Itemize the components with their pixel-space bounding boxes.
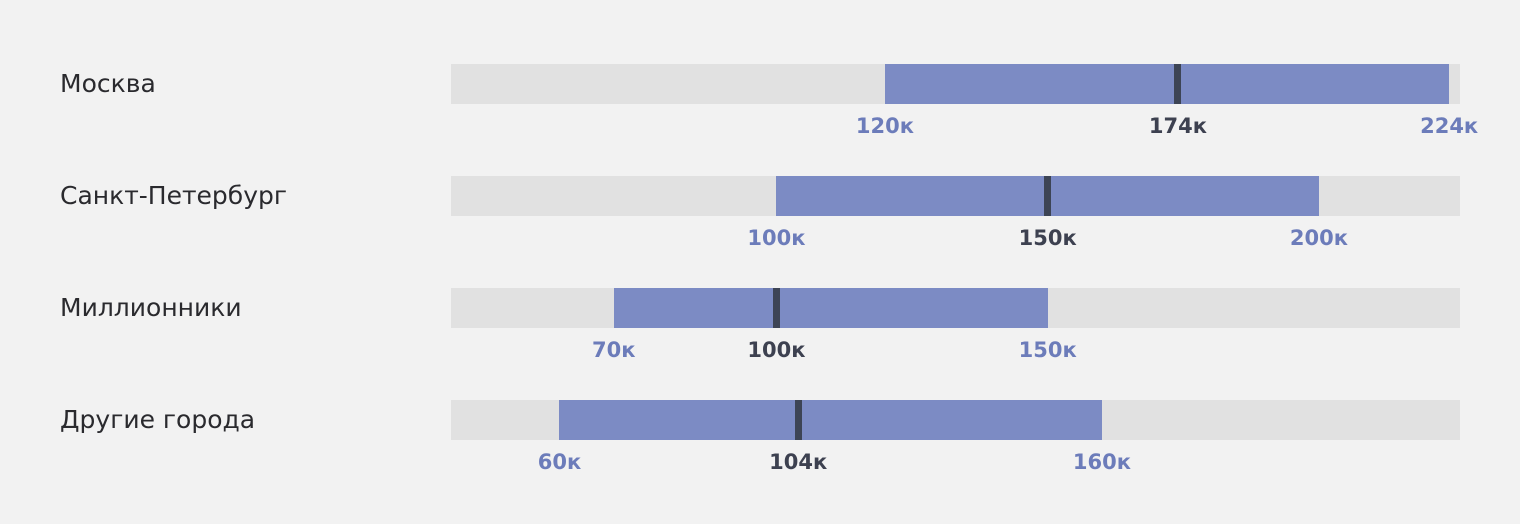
- row-label: Другие города: [60, 405, 256, 434]
- bar-track: [451, 64, 1460, 104]
- median-marker: [1174, 64, 1182, 104]
- max-value-label: 224к: [1420, 114, 1479, 138]
- range-bar: [613, 288, 1048, 328]
- median-value-label: 174к: [1148, 114, 1207, 138]
- bar-track: [451, 176, 1460, 216]
- median-value-label: 104к: [769, 450, 828, 474]
- median-marker: [794, 400, 802, 440]
- range-bar: [884, 64, 1450, 104]
- row-label: Санкт-Петербург: [60, 181, 288, 210]
- median-value-label: 100к: [747, 338, 806, 362]
- max-value-label: 160к: [1072, 450, 1131, 474]
- row-label: Москва: [60, 69, 156, 98]
- chart-row-sankt-peterburg: Санкт-Петербург 100к 150к 200к: [0, 176, 1520, 276]
- min-value-label: 60к: [537, 450, 582, 474]
- median-marker: [1044, 176, 1052, 216]
- row-label: Миллионники: [60, 293, 242, 322]
- range-bar: [559, 400, 1102, 440]
- median-value-label: 150к: [1018, 226, 1077, 250]
- max-value-label: 200к: [1289, 226, 1348, 250]
- bar-track: [451, 400, 1460, 440]
- min-value-label: 100к: [747, 226, 806, 250]
- bar-track: [451, 288, 1460, 328]
- min-value-label: 70к: [591, 338, 636, 362]
- chart-row-drugie-goroda: Другие города 60к 104к 160к: [0, 400, 1520, 500]
- median-marker: [772, 288, 780, 328]
- min-value-label: 120к: [855, 114, 915, 138]
- chart-row-moskva: Москва 120к 174к 224к: [0, 64, 1520, 164]
- chart-row-millionniki: Миллионники 70к 100к 150к: [0, 288, 1520, 388]
- max-value-label: 150к: [1018, 338, 1077, 362]
